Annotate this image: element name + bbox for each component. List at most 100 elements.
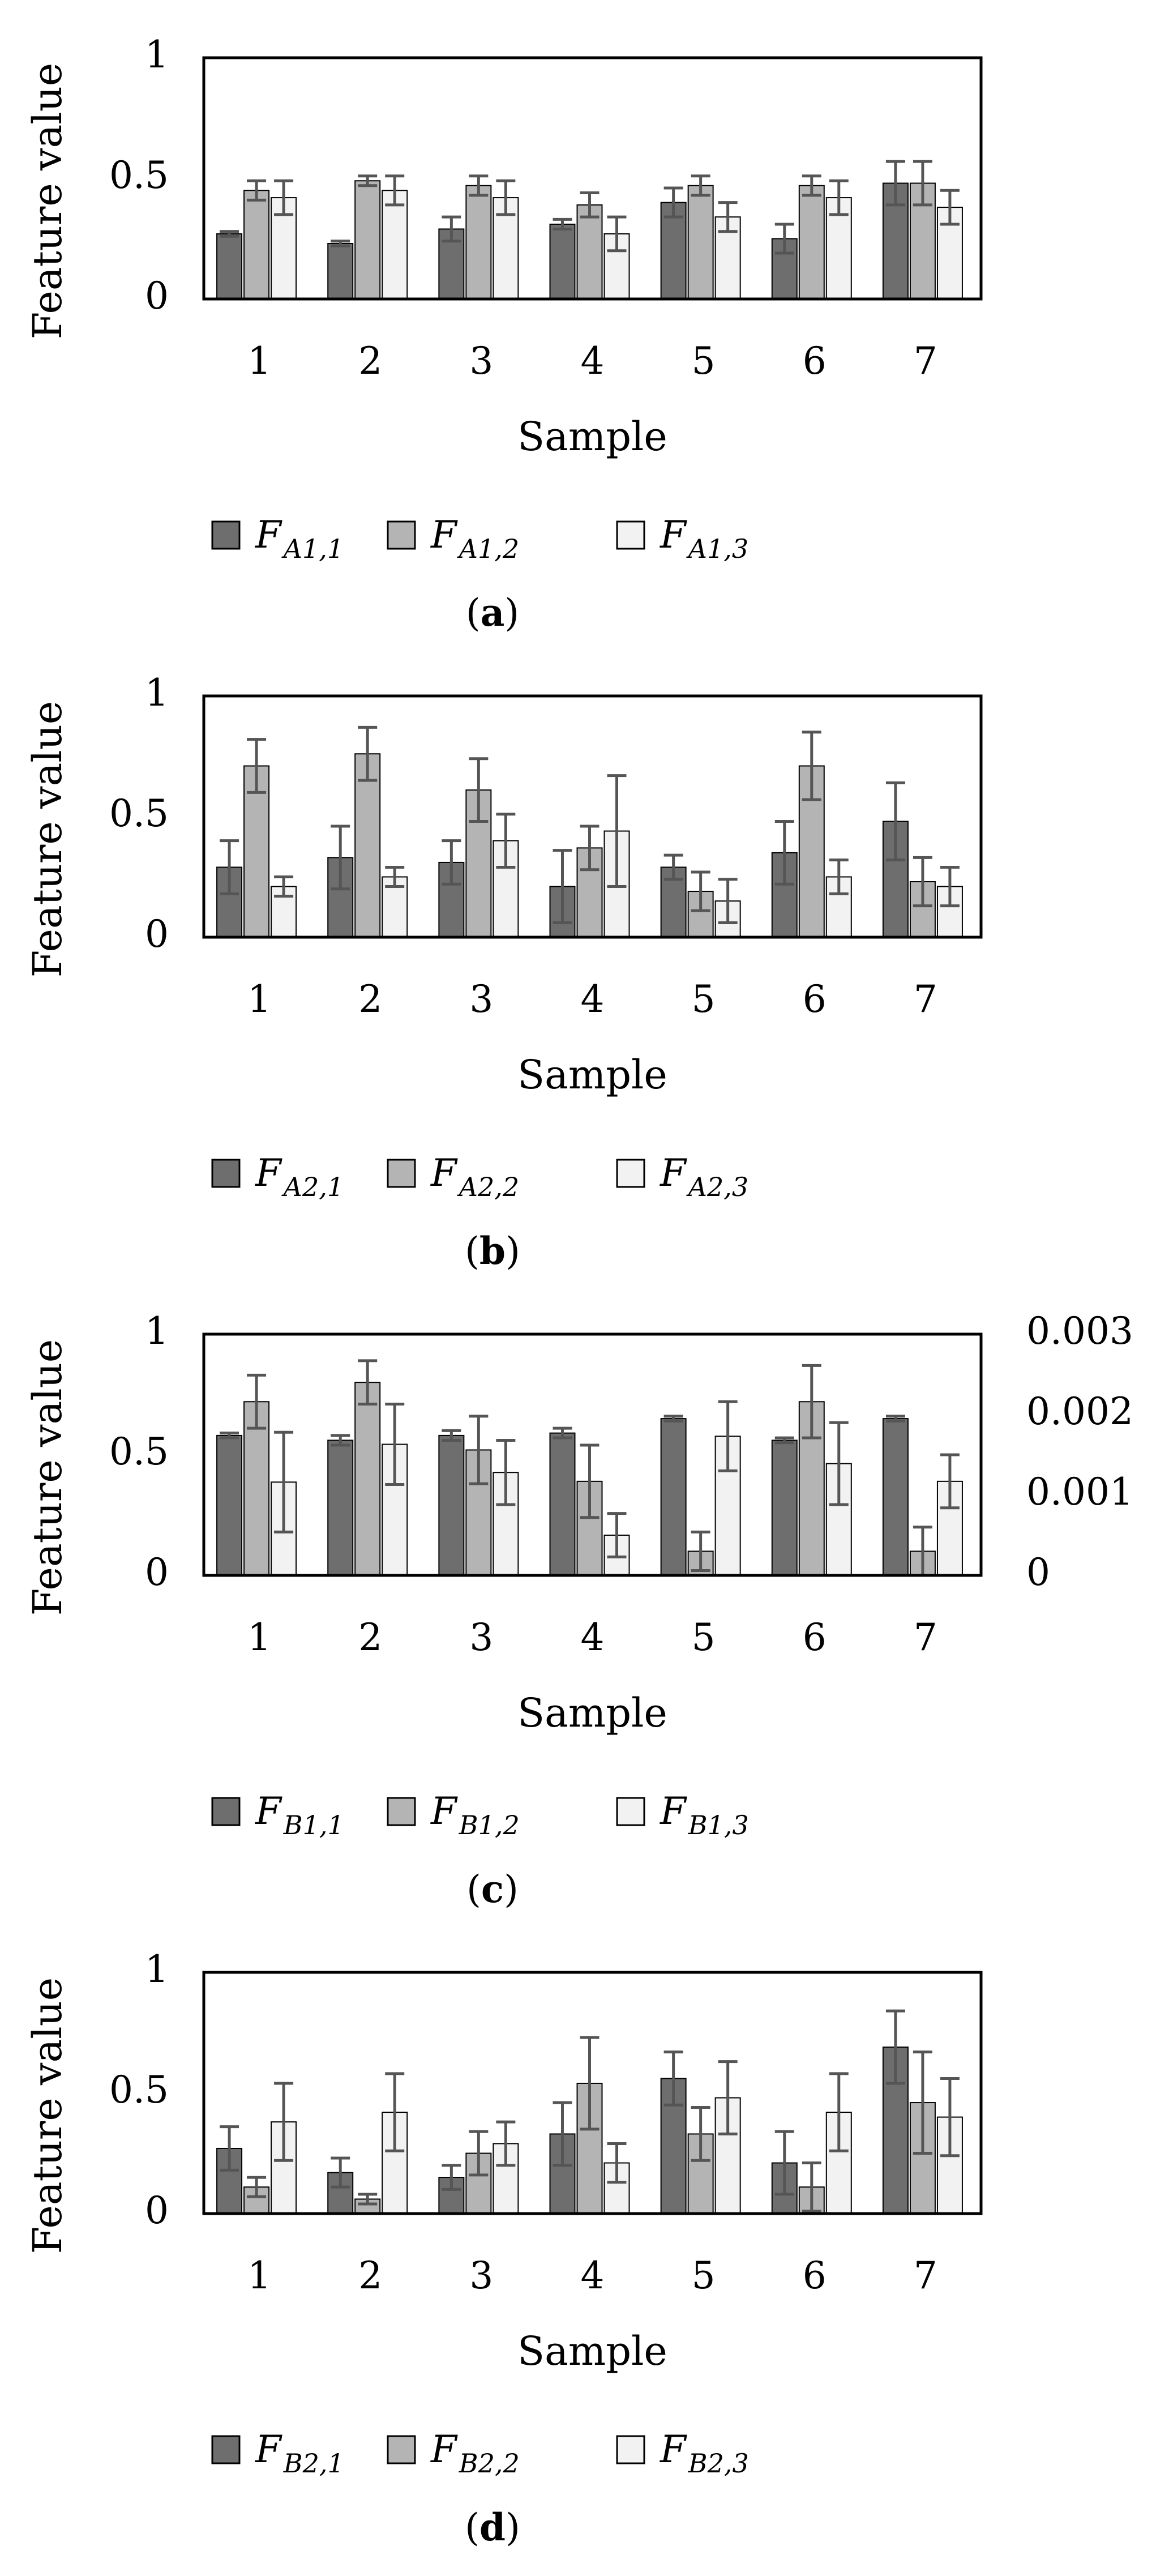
x-tick-label: 7 [914, 339, 937, 383]
legend-label-A1,1: FA1,1 [255, 513, 344, 564]
bar-a-A1,1-sample-1 [216, 233, 243, 300]
error-bar-b-A2,3-sample-5 [718, 878, 738, 924]
legend-swatch-B2,3 [616, 2435, 645, 2464]
error-bar-d-B2,1-sample-2 [331, 2156, 350, 2189]
error-bar-d-B2,2-sample-6 [802, 2161, 821, 2213]
error-bar-c-B1,3-sample-4 [607, 1512, 627, 1558]
x-tick-label: 5 [692, 1616, 716, 1659]
error-bar-a-A1,2-sample-4 [580, 191, 600, 219]
x-tick-label: 7 [914, 977, 937, 1021]
error-bar-a-A1,2-sample-7 [913, 160, 932, 207]
legend-label-B1,3: FB1,3 [660, 1789, 749, 1840]
bar-b-A2,2-sample-2 [354, 753, 381, 938]
panel-c: 0 0.5 1 0 0.001 0.002 0.003 1 2 3 4 5 6 7 Sample Featur… [24, 1309, 1133, 1911]
bar-b-A2,2-sample-1 [243, 765, 270, 938]
legend-subscript: B2,2 [459, 2448, 520, 2479]
error-bar-a-A1,1-sample-1 [220, 230, 239, 238]
plot-frame [202, 56, 983, 301]
error-bar-c-B1,3-sample-6 [829, 1421, 849, 1506]
legend: FA1,1 FA1,2 FA1,3 [211, 513, 748, 564]
error-bar-a-A1,2-sample-1 [247, 179, 267, 202]
legend-label-A1,2: FA1,2 [430, 513, 519, 564]
error-bar-b-A2,1-sample-2 [331, 825, 350, 891]
bar-a-A1,3-sample-2 [382, 190, 408, 300]
error-bar-d-B2,3-sample-7 [940, 2077, 960, 2158]
error-bar-d-B2,1-sample-5 [663, 2050, 683, 2107]
y-tick-label: 0.5 [109, 792, 169, 835]
y-tick-label: 0 [145, 2189, 169, 2232]
legend-label-B1,1: FB1,1 [255, 1789, 344, 1840]
error-bar-a-A1,2-sample-6 [802, 174, 821, 197]
error-bar-b-A2,3-sample-2 [385, 865, 405, 888]
x-tick-label: 5 [692, 977, 716, 1021]
legend-label-B1,2: FB1,2 [430, 1789, 520, 1840]
error-bar-a-A1,1-sample-2 [331, 240, 350, 247]
legend-subscript: B2,3 [688, 2448, 749, 2479]
error-bar-b-A2,1-sample-7 [885, 781, 905, 862]
legend-subscript: A1,2 [457, 533, 519, 564]
y2-tick-label: 0.001 [1026, 1470, 1133, 1514]
y-tick-label: 0 [145, 912, 169, 956]
y-axis-title: Feature value [24, 1339, 71, 1616]
legend-subscript: B1,3 [688, 1810, 749, 1840]
caption-letter: c [481, 1867, 504, 1911]
error-bar-b-A2,1-sample-4 [553, 849, 572, 924]
caption-paren: ) [504, 591, 519, 635]
error-bar-d-B2,3-sample-5 [718, 2060, 738, 2135]
error-bar-a-A1,3-sample-3 [496, 179, 516, 216]
caption-paren: ( [466, 591, 481, 635]
error-bar-d-B2,2-sample-5 [691, 2106, 710, 2162]
bar-a-A1,2-sample-3 [465, 185, 492, 300]
legend-label-B2,2: FB2,2 [430, 2428, 520, 2479]
error-bar-a-A1,3-sample-1 [274, 179, 294, 216]
x-tick-label: 2 [358, 977, 382, 1021]
x-tick-label: 4 [581, 977, 605, 1021]
error-bar-b-A2,3-sample-7 [940, 865, 960, 908]
legend-label-B2,1: FB2,1 [255, 2428, 344, 2479]
caption-c: (c) [466, 1867, 519, 1911]
legend-label-B2,3: FB2,3 [660, 2428, 749, 2479]
legend: FB1,1 FB1,2 FB1,3 [211, 1789, 749, 1840]
legend-subscript: A2,2 [457, 1172, 519, 1202]
bar-c-B1,1-sample-7 [882, 1418, 909, 1577]
caption-b: (b) [465, 1229, 520, 1273]
legend-subscript: A2,3 [686, 1172, 748, 1202]
caption-paren: ) [506, 2506, 520, 2549]
x-tick-label: 6 [803, 339, 827, 383]
legend-swatch-B2,2 [387, 2435, 416, 2464]
y-tick-label: 1 [145, 1309, 169, 1353]
error-bar-b-A2,2-sample-4 [580, 825, 600, 872]
legend-label-A2,1: FA2,1 [255, 1151, 344, 1202]
error-bar-b-A2,2-sample-2 [358, 725, 378, 782]
error-bar-c-B1,1-sample-4 [553, 1426, 572, 1439]
legend: FB2,1 FB2,2 FB2,3 [211, 2428, 749, 2479]
legend-label-A2,2: FA2,2 [430, 1151, 519, 1202]
error-bar-c-B1,3-sample-1 [274, 1430, 294, 1533]
error-bar-b-A2,1-sample-3 [442, 839, 461, 886]
x-axis-title: Sample [517, 413, 667, 460]
error-bar-a-A1,1-sample-4 [553, 217, 572, 230]
legend-subscript: B1,1 [283, 1810, 344, 1840]
x-tick-label: 1 [247, 977, 271, 1021]
error-bar-b-A2,3-sample-3 [496, 813, 516, 869]
error-bar-b-A2,3-sample-1 [274, 875, 294, 898]
x-tick-label: 6 [803, 1616, 827, 1659]
bar-a-A1,2-sample-5 [687, 185, 714, 300]
x-tick-label: 6 [803, 2254, 827, 2297]
caption-letter: d [479, 2505, 506, 2549]
legend-subscript: B1,2 [459, 1810, 520, 1840]
x-tick-label: 4 [581, 1616, 605, 1659]
legend-swatch-A2,3 [616, 1159, 645, 1188]
y-tick-label: 1 [145, 1947, 169, 1991]
error-bar-c-B1,1-sample-2 [331, 1434, 350, 1447]
error-bar-c-B1,2-sample-3 [469, 1415, 489, 1485]
error-bar-a-A1,1-sample-3 [442, 215, 461, 243]
error-bar-d-B2,1-sample-1 [220, 2125, 239, 2172]
bar-a-A1,2-sample-1 [243, 190, 270, 300]
legend-label-A1,3: FA1,3 [660, 513, 748, 564]
error-bar-d-B2,3-sample-1 [274, 2082, 294, 2162]
error-bar-d-B2,2-sample-2 [358, 2193, 378, 2206]
bar-d-B2,2-sample-7 [909, 2102, 936, 2215]
error-bar-d-B2,2-sample-7 [913, 2050, 932, 2155]
